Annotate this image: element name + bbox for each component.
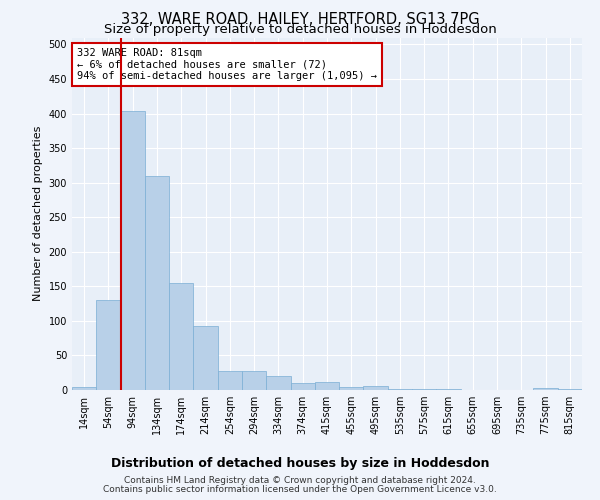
Text: Contains public sector information licensed under the Open Government Licence v3: Contains public sector information licen… (103, 485, 497, 494)
Bar (96, 300, 121, 390)
Bar (364, 386, 388, 390)
Bar (339, 386, 364, 390)
Text: Contains HM Land Registry data © Crown copyright and database right 2024.: Contains HM Land Registry data © Crown c… (124, 476, 476, 485)
Bar (290, 383, 315, 390)
Bar (121, 112, 145, 390)
Bar (145, 176, 169, 390)
Text: 332, WARE ROAD, HAILEY, HERTFORD, SG13 7PG: 332, WARE ROAD, HAILEY, HERTFORD, SG13 7… (121, 12, 479, 28)
Text: 332 WARE ROAD: 81sqm
← 6% of detached houses are smaller (72)
94% of semi-detach: 332 WARE ROAD: 81sqm ← 6% of detached ho… (77, 48, 377, 82)
Bar (266, 376, 290, 390)
Text: Distribution of detached houses by size in Hoddesdon: Distribution of detached houses by size … (111, 458, 489, 470)
Bar (72, 386, 96, 390)
Bar (533, 388, 558, 390)
Bar (242, 370, 266, 390)
Bar (193, 326, 218, 390)
Text: Size of property relative to detached houses in Hoddesdon: Size of property relative to detached ho… (104, 24, 496, 36)
Bar (218, 370, 242, 390)
Bar (169, 283, 193, 390)
Y-axis label: Number of detached properties: Number of detached properties (33, 126, 43, 302)
Bar (315, 382, 339, 390)
